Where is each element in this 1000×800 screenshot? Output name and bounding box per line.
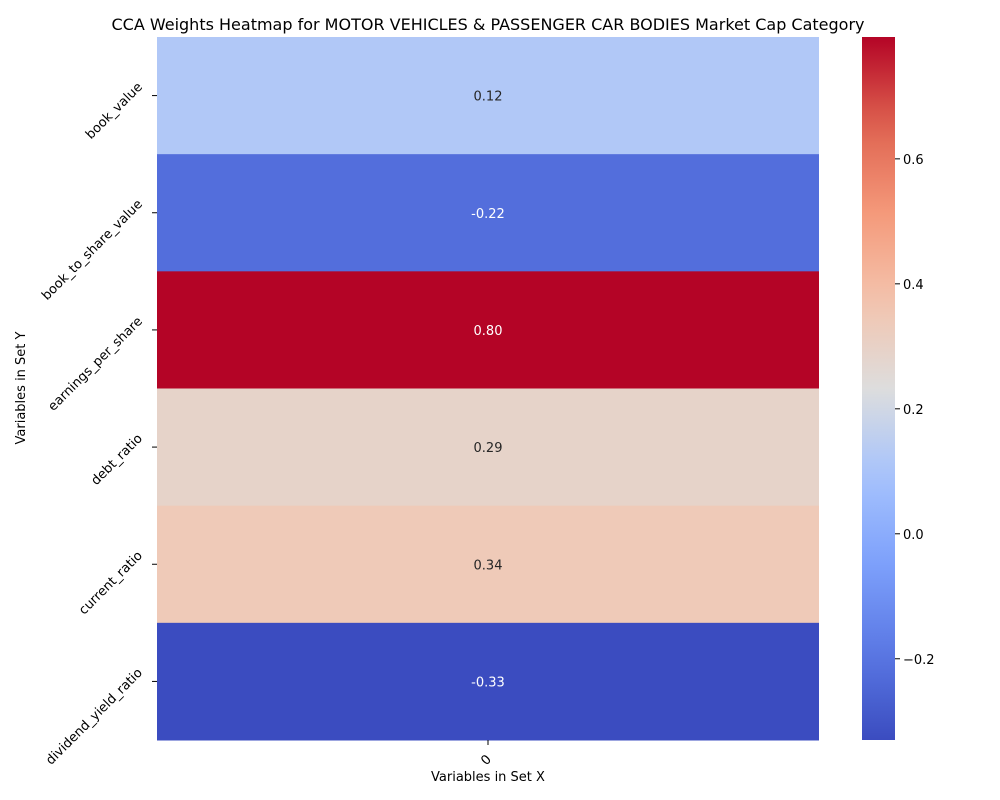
colorbar-tick-label: 0.4 bbox=[903, 278, 924, 293]
cell-value-label: -0.22 bbox=[471, 207, 505, 222]
heatmap-cell bbox=[157, 622, 819, 741]
y-tick-label: current_ratio bbox=[76, 548, 146, 618]
y-tick-labels: book_value book_to_share_valueearnings_pe… bbox=[39, 80, 157, 768]
x-tick-labels: 0 bbox=[478, 740, 495, 769]
heatmap-cell bbox=[157, 37, 819, 155]
cell-value-label: 0.12 bbox=[474, 90, 503, 105]
y-tick-label: book_to_share_value bbox=[39, 197, 146, 304]
cell-value-label: -0.33 bbox=[471, 675, 505, 690]
colorbar-tick-label: 0.6 bbox=[903, 153, 924, 168]
cell-value-label: 0.34 bbox=[474, 558, 503, 573]
x-axis-label: Variables in Set X bbox=[431, 770, 545, 785]
colorbar-tick-label: −0.2 bbox=[903, 653, 935, 668]
colorbar: −0.2 0.0 0.2 0.4 0.6 bbox=[862, 37, 935, 740]
heatmap-cell bbox=[157, 154, 819, 272]
cell-value-label: 0.29 bbox=[474, 441, 503, 456]
heatmap-cells: 0.12 -0.22 0.80 0.29 0.34 -0.33 bbox=[157, 37, 819, 741]
heatmap-cell bbox=[157, 271, 819, 389]
y-tick-label: earnings_per_share bbox=[46, 314, 146, 414]
x-tick-label: 0 bbox=[478, 752, 494, 768]
colorbar-tick-label: 0.0 bbox=[903, 528, 924, 543]
y-axis-label: Variables in Set Y bbox=[14, 331, 29, 444]
y-tick-label: book_value bbox=[83, 80, 146, 143]
chart-title: CCA Weights Heatmap for MOTOR VEHICLES &… bbox=[111, 15, 864, 34]
colorbar-gradient bbox=[862, 37, 895, 740]
y-tick-label: dividend_yield_ratio bbox=[43, 666, 146, 769]
heatmap-cell bbox=[157, 505, 819, 624]
heatmap-cell bbox=[157, 388, 819, 507]
colorbar-tick-label: 0.2 bbox=[903, 403, 924, 418]
cell-value-label: 0.80 bbox=[474, 324, 503, 339]
y-tick-label: debt_ratio bbox=[88, 431, 145, 488]
